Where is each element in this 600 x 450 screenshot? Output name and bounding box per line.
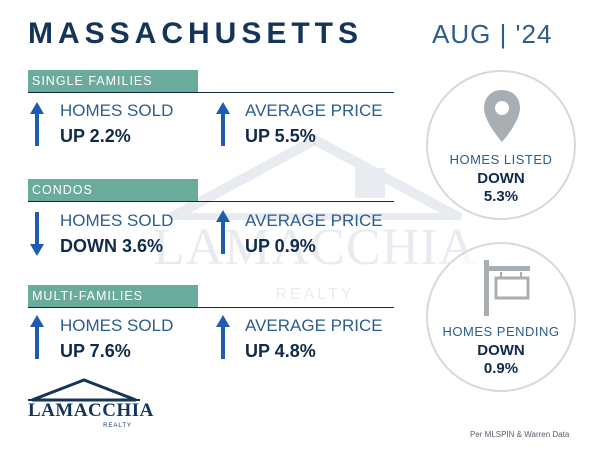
homes-sold-value: UP 2.2% — [60, 126, 131, 146]
homes-sold-value: UP 7.6% — [60, 341, 131, 361]
watermark-subtext: REALTY — [275, 286, 355, 303]
logo-subtext: REALTY — [103, 423, 132, 429]
watermark-text: LAMACCHIA — [153, 219, 477, 276]
average-price-label: AVERAGE PRICE — [245, 211, 383, 230]
homes-sold-label: HOMES SOLD — [60, 211, 174, 230]
homes-listed-direction: DOWN — [477, 170, 525, 187]
section-label-condos: CONDOS — [28, 179, 198, 201]
arrow-up-icon — [30, 102, 44, 146]
homes-pending-value: 0.9% — [483, 360, 519, 377]
arrow-up-icon — [216, 315, 230, 359]
homes-pending-direction: DOWN — [477, 342, 525, 359]
lamacchia-logo: LAMACCHIA REALTY — [28, 378, 154, 434]
average-price-value: UP 5.5% — [245, 126, 316, 146]
watermark: LAMACCHIA REALTY — [150, 130, 480, 320]
map-pin-icon — [484, 90, 520, 142]
average-price-label: AVERAGE PRICE — [245, 101, 383, 120]
arrow-up-icon — [30, 315, 44, 359]
section-rule — [28, 92, 394, 93]
arrow-up-icon — [216, 210, 230, 254]
average-price-label: AVERAGE PRICE — [245, 316, 383, 335]
homes-listed-value: 5.3% — [483, 188, 519, 205]
homes-listed-circle: HOMES LISTED DOWN 5.3% — [426, 70, 576, 220]
page-title: MASSACHUSETTS — [28, 17, 364, 50]
homes-pending-label: HOMES PENDING — [442, 324, 560, 339]
homes-listed-label: HOMES LISTED — [449, 152, 553, 167]
homes-sold-label: HOMES SOLD — [60, 101, 174, 120]
homes-pending-circle: HOMES PENDING DOWN 0.9% — [426, 242, 576, 392]
arrow-down-icon — [30, 212, 44, 256]
homes-sold-value: DOWN 3.6% — [60, 236, 164, 256]
average-price-value: UP 4.8% — [245, 341, 316, 361]
section-label-single-families: SINGLE FAMILIES — [28, 70, 198, 92]
real-estate-sign-icon — [484, 260, 530, 316]
section-rule — [28, 307, 394, 308]
report-date: AUG | '24 — [432, 19, 553, 49]
arrow-up-icon — [216, 102, 230, 146]
logo-text: LAMACCHIA — [28, 400, 154, 421]
section-rule — [28, 201, 394, 202]
homes-sold-label: HOMES SOLD — [60, 316, 174, 335]
logo-roof-icon — [28, 378, 140, 402]
watermark-house-icon — [167, 134, 463, 223]
section-label-multi-families: MULTI-FAMILIES — [28, 285, 198, 307]
average-price-value: UP 0.9% — [245, 236, 316, 256]
data-source-note: Per MLSPIN & Warren Data — [470, 430, 570, 439]
